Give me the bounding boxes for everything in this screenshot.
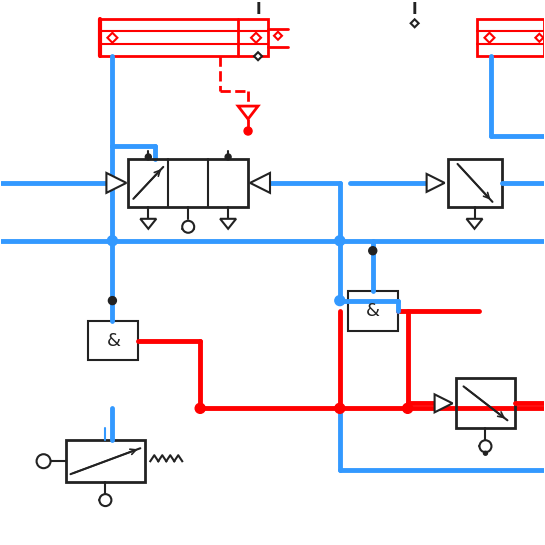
Text: &: & (106, 331, 120, 349)
Bar (348, 290, 398, 330)
Polygon shape (274, 32, 282, 40)
Circle shape (403, 403, 413, 413)
Polygon shape (220, 219, 236, 229)
Text: I: I (255, 2, 261, 17)
Polygon shape (411, 19, 419, 27)
Text: I: I (412, 2, 417, 17)
Bar (456, 378, 516, 428)
Polygon shape (434, 395, 452, 413)
Polygon shape (254, 52, 262, 60)
Bar (477, 19, 544, 56)
Bar (129, 159, 248, 207)
Circle shape (107, 236, 117, 246)
Polygon shape (427, 174, 445, 192)
Bar (100, 19, 268, 56)
Circle shape (244, 127, 252, 135)
Circle shape (195, 403, 205, 413)
Bar (447, 159, 502, 207)
Circle shape (335, 403, 345, 413)
Circle shape (99, 494, 111, 506)
Bar (88, 320, 138, 360)
Polygon shape (485, 33, 494, 43)
Polygon shape (140, 219, 156, 229)
Text: &: & (366, 301, 380, 319)
Polygon shape (467, 219, 482, 229)
Circle shape (483, 451, 487, 455)
Polygon shape (106, 173, 126, 193)
Polygon shape (238, 106, 258, 119)
Polygon shape (535, 34, 543, 42)
Circle shape (225, 154, 231, 160)
Circle shape (335, 295, 345, 306)
Circle shape (146, 154, 152, 160)
Circle shape (480, 440, 492, 452)
Circle shape (369, 247, 377, 255)
Circle shape (37, 454, 51, 468)
Polygon shape (250, 173, 270, 193)
Bar (65, 440, 146, 482)
Circle shape (335, 236, 345, 246)
Polygon shape (107, 33, 117, 43)
Circle shape (182, 221, 194, 233)
Polygon shape (251, 33, 261, 43)
Circle shape (108, 296, 117, 305)
